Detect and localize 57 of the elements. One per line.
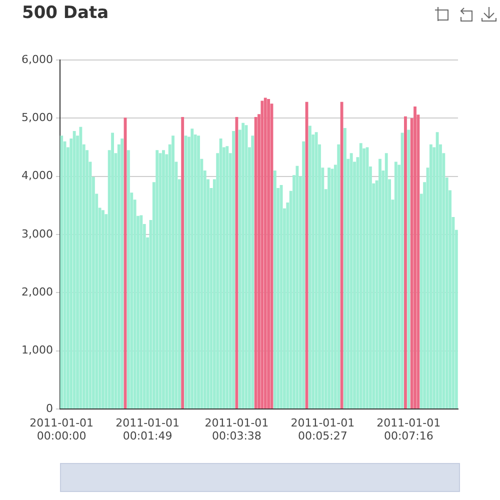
y-tick-label: 5,000 <box>22 111 53 124</box>
bar <box>126 150 130 408</box>
bar <box>314 132 318 408</box>
bar <box>384 153 388 408</box>
bar <box>429 144 432 408</box>
bar <box>120 138 124 408</box>
bar <box>219 138 222 408</box>
bar <box>394 162 398 408</box>
y-tick-label: 4,000 <box>22 169 53 182</box>
bar <box>172 136 174 408</box>
y-tick-label: 2,000 <box>22 286 53 299</box>
bar <box>242 122 245 408</box>
x-tick-label: 2011-01-01 00:05:27 <box>290 416 355 443</box>
y-tick-label: 6,000 <box>22 52 53 66</box>
bar <box>414 106 416 408</box>
bar <box>181 117 184 408</box>
x-tick-label: 2011-01-01 00:01:49 <box>116 416 180 443</box>
bar <box>273 170 276 408</box>
bar <box>158 153 162 408</box>
bar <box>264 98 267 408</box>
bar <box>328 168 331 408</box>
bar <box>102 210 104 408</box>
bar <box>254 117 258 408</box>
bar <box>226 146 229 408</box>
bar <box>407 130 410 408</box>
y-tick-label: 1,000 <box>22 344 53 357</box>
x-tick-label: 2011-01-01 00:00:00 <box>30 416 94 443</box>
x-tick-label: 2011-01-01 00:07:16 <box>376 416 441 443</box>
bar <box>235 117 238 408</box>
bar <box>260 100 264 408</box>
bar <box>232 130 235 408</box>
y-tick-label: 0 <box>46 402 53 415</box>
bar <box>251 136 254 408</box>
bar <box>140 215 143 408</box>
bar <box>296 166 299 408</box>
bar <box>156 150 159 408</box>
bar <box>337 144 340 408</box>
bar <box>111 132 114 408</box>
x-tick-label: 2011-01-01 00:03:38 <box>204 416 269 443</box>
bar <box>190 128 194 408</box>
bar <box>302 141 306 408</box>
bar <box>280 185 283 408</box>
bar <box>60 136 64 408</box>
bar <box>72 130 76 408</box>
chart-title: 500 Data <box>22 3 109 23</box>
bar <box>162 150 165 408</box>
bar <box>378 158 382 408</box>
bar <box>350 153 353 408</box>
bar <box>436 132 439 408</box>
bar <box>404 116 407 408</box>
bar <box>308 126 312 408</box>
bar <box>359 143 362 408</box>
y-tick-label: 3,000 <box>22 227 53 240</box>
bar <box>79 126 82 408</box>
bar <box>344 128 346 408</box>
bar <box>197 136 200 408</box>
bar <box>267 98 270 408</box>
